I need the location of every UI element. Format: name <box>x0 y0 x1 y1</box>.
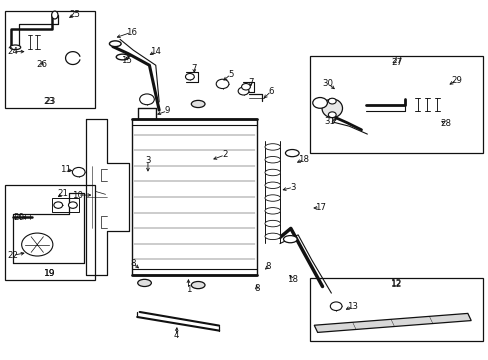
Ellipse shape <box>264 169 280 176</box>
Text: 5: 5 <box>227 70 233 79</box>
Text: 7: 7 <box>247 78 253 87</box>
Bar <box>310 278 483 341</box>
Ellipse shape <box>264 220 280 227</box>
Text: 22: 22 <box>7 251 19 260</box>
Text: 14: 14 <box>150 47 161 56</box>
Text: 24: 24 <box>7 47 19 56</box>
Ellipse shape <box>109 41 121 46</box>
Text: 16: 16 <box>125 28 137 37</box>
Text: 4: 4 <box>173 332 179 341</box>
Ellipse shape <box>322 99 342 118</box>
Text: 11: 11 <box>60 166 70 175</box>
Text: 12: 12 <box>390 280 402 289</box>
Text: 31: 31 <box>324 117 335 126</box>
Text: 1: 1 <box>185 285 191 294</box>
Ellipse shape <box>264 144 280 150</box>
Circle shape <box>72 167 85 177</box>
Ellipse shape <box>116 54 129 60</box>
Ellipse shape <box>285 149 299 157</box>
Circle shape <box>328 112 335 118</box>
Text: 19: 19 <box>44 269 55 278</box>
Text: 3: 3 <box>145 156 150 165</box>
Text: 18: 18 <box>286 275 297 284</box>
Bar <box>4 12 95 108</box>
Ellipse shape <box>264 157 280 163</box>
Text: 10: 10 <box>72 190 83 199</box>
Text: 8: 8 <box>264 262 270 271</box>
Text: 30: 30 <box>322 80 333 89</box>
Text: 23: 23 <box>44 97 55 106</box>
Ellipse shape <box>10 45 20 50</box>
Text: 29: 29 <box>450 76 461 85</box>
Bar <box>52 198 79 212</box>
Ellipse shape <box>283 235 297 243</box>
Text: 7: 7 <box>191 64 197 73</box>
Bar <box>4 185 95 280</box>
Text: 8: 8 <box>253 284 259 293</box>
Circle shape <box>241 84 250 90</box>
Circle shape <box>330 302 341 311</box>
Circle shape <box>21 233 53 256</box>
Circle shape <box>54 202 62 208</box>
Text: 17: 17 <box>314 203 325 212</box>
Ellipse shape <box>138 279 151 287</box>
Ellipse shape <box>191 100 204 108</box>
Text: 13: 13 <box>346 302 358 311</box>
Circle shape <box>216 79 228 89</box>
Text: 6: 6 <box>268 86 273 95</box>
Ellipse shape <box>264 208 280 214</box>
Text: 27: 27 <box>390 58 402 67</box>
Text: 28: 28 <box>439 119 450 128</box>
Text: 25: 25 <box>69 10 80 19</box>
Bar <box>132 119 256 275</box>
Ellipse shape <box>264 233 280 240</box>
Polygon shape <box>314 314 470 332</box>
Text: 19: 19 <box>43 269 55 278</box>
Text: 12: 12 <box>390 279 402 288</box>
Circle shape <box>328 98 335 104</box>
Text: 23: 23 <box>44 97 55 106</box>
Text: 3: 3 <box>290 183 295 192</box>
Text: 18: 18 <box>298 155 309 164</box>
Text: 21: 21 <box>58 189 68 198</box>
Circle shape <box>185 73 194 80</box>
Text: 26: 26 <box>37 60 47 69</box>
Text: 15: 15 <box>121 57 132 66</box>
Text: 27: 27 <box>390 57 402 66</box>
Circle shape <box>312 98 327 108</box>
Text: 9: 9 <box>164 106 170 115</box>
Circle shape <box>238 87 248 95</box>
Bar <box>310 56 483 153</box>
Ellipse shape <box>191 282 204 289</box>
Ellipse shape <box>264 195 280 201</box>
Text: 20: 20 <box>14 213 25 222</box>
Ellipse shape <box>52 11 58 19</box>
Text: 2: 2 <box>222 150 227 159</box>
Ellipse shape <box>264 182 280 189</box>
Circle shape <box>140 94 154 105</box>
Circle shape <box>68 202 77 208</box>
Text: 8: 8 <box>130 259 136 268</box>
